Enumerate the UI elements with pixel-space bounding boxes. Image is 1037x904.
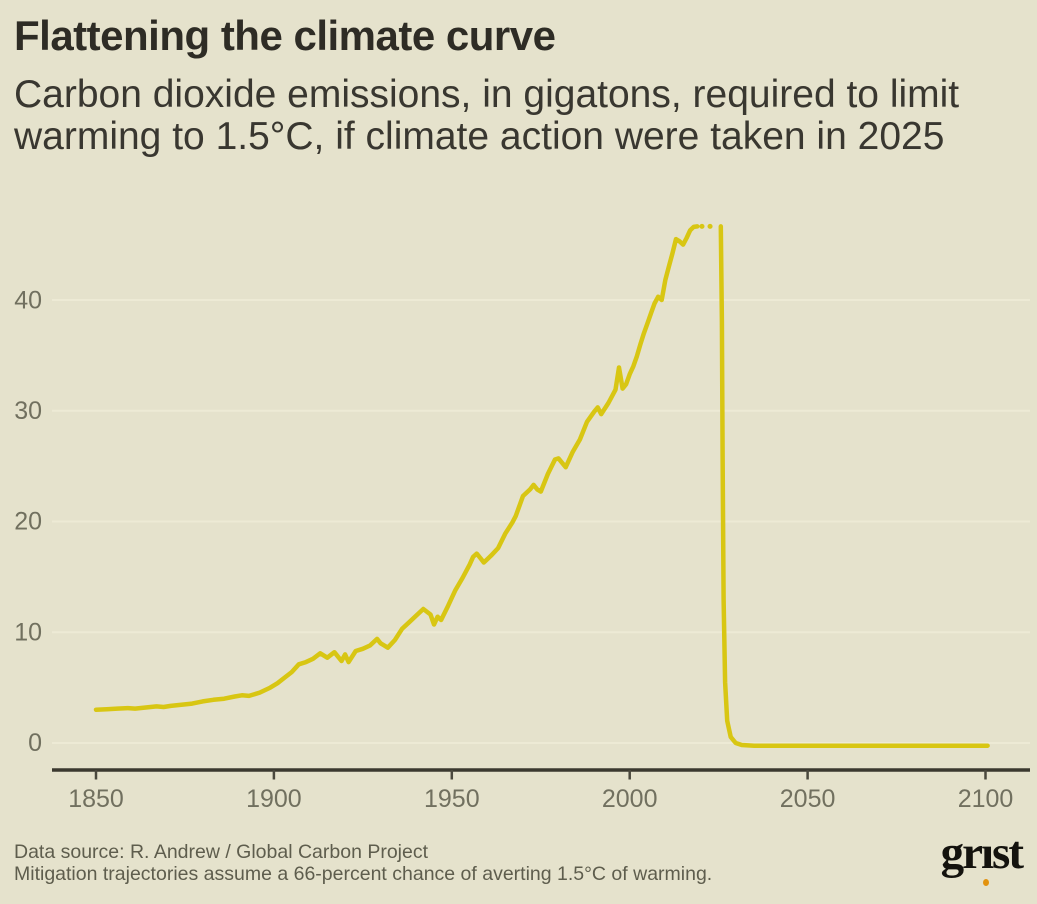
chart-subtitle: Carbon dioxide emissions, in gigatons, r… bbox=[14, 74, 1024, 158]
logo-dot bbox=[982, 879, 989, 886]
footer-data-source: Data source: R. Andrew / Global Carbon P… bbox=[14, 841, 429, 863]
x-tick-label-2000: 2000 bbox=[602, 785, 658, 813]
x-tick-label-1850: 1850 bbox=[68, 785, 124, 813]
logo-text-pre: gr bbox=[940, 827, 983, 879]
page-title: Flattening the climate curve bbox=[14, 12, 556, 59]
y-tick-label-40: 40 bbox=[14, 286, 42, 314]
y-tick-label-10: 10 bbox=[14, 619, 42, 647]
y-tick-label-30: 30 bbox=[14, 397, 42, 425]
emissions-curve-mitigation bbox=[718, 224, 990, 748]
x-tick-label-1900: 1900 bbox=[246, 785, 302, 813]
y-tick-label-20: 20 bbox=[14, 508, 42, 536]
footer-note: Mitigation trajectories assume a 66-perc… bbox=[14, 863, 713, 885]
x-tick-label-2050: 2050 bbox=[780, 785, 836, 813]
logo-dotless-i: ı bbox=[980, 827, 994, 879]
x-tick-label-1950: 1950 bbox=[424, 785, 480, 813]
x-tick-label-2100: 2100 bbox=[958, 785, 1014, 813]
y-tick-label-0: 0 bbox=[28, 729, 42, 757]
subtitle-line-2: warming to 1.5°C, if climate action were… bbox=[14, 115, 945, 158]
emissions-curve-historical bbox=[93, 224, 700, 712]
grist-logo: grı st bbox=[940, 826, 1024, 886]
logo-text-post: st bbox=[992, 827, 1024, 879]
subtitle-line-1: Carbon dioxide emissions, in gigatons, r… bbox=[14, 73, 960, 116]
